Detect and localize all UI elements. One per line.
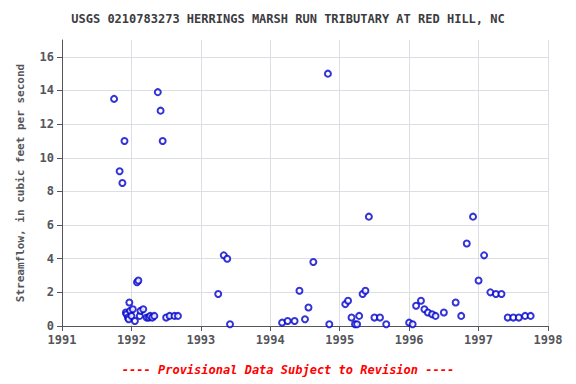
svg-text:Streamflow, in cubic feet per: Streamflow, in cubic feet per second <box>14 64 27 302</box>
svg-text:4: 4 <box>47 252 54 266</box>
svg-text:0: 0 <box>47 319 54 333</box>
svg-text:8: 8 <box>47 184 54 198</box>
svg-text:16: 16 <box>40 50 54 64</box>
svg-text:USGS 0210783273 HERRINGS MARSH: USGS 0210783273 HERRINGS MARSH RUN TRIBU… <box>71 12 504 26</box>
svg-text:1995: 1995 <box>325 333 354 347</box>
svg-text:1998: 1998 <box>534 333 563 347</box>
svg-text:12: 12 <box>40 117 54 131</box>
svg-text:1992: 1992 <box>117 333 146 347</box>
svg-text:10: 10 <box>40 151 54 165</box>
svg-text:1994: 1994 <box>256 333 285 347</box>
svg-text:1996: 1996 <box>395 333 424 347</box>
svg-text:---- Provisional Data Subject: ---- Provisional Data Subject to Revisio… <box>122 363 454 377</box>
svg-text:1991: 1991 <box>48 333 77 347</box>
svg-text:1997: 1997 <box>464 333 493 347</box>
svg-text:14: 14 <box>40 83 54 97</box>
svg-text:2: 2 <box>47 285 54 299</box>
svg-text:1993: 1993 <box>186 333 215 347</box>
svg-text:6: 6 <box>47 218 54 232</box>
